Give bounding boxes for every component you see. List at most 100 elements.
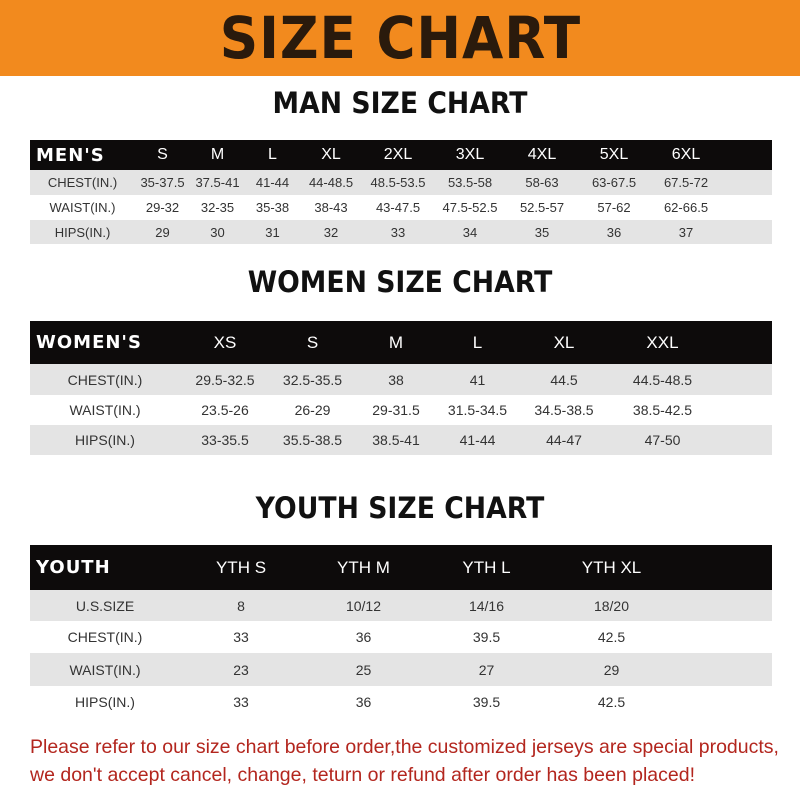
cell: 10/12: [345, 597, 382, 614]
table-row: WAIST(IN.) 23.5-26 26-29 29-31.5 31.5-34.5 34…: [30, 395, 772, 425]
cell: 47-50: [644, 432, 681, 448]
cell: 35-37.5: [140, 175, 185, 190]
cell: 29: [155, 224, 170, 240]
cell: 5XL: [599, 146, 629, 163]
cell: 31.5-34.5: [447, 402, 508, 418]
cell: 3XL: [455, 146, 485, 163]
table-row: WAIST(IN.) 29-32 32-35 35-38 38-43 43-47.5 47.…: [30, 195, 772, 220]
cell: 8: [237, 597, 245, 614]
cell: 33: [233, 693, 249, 710]
cell: 41-44: [459, 432, 496, 448]
cell: XL: [553, 332, 575, 352]
youth-size-table: YOUTH YTH S YTH M YTH L YTH XL U.S.SIZE 8 10/12…: [30, 545, 772, 717]
cell: 37.5-41: [195, 175, 240, 190]
cell: 58-63: [525, 175, 559, 190]
notice-line-1: Please refer to our size chart before or…: [30, 736, 779, 758]
table-row: WAIST(IN.) 23 25 27 29: [30, 653, 772, 686]
cell: 37: [678, 224, 694, 240]
cell: 18/20: [593, 597, 630, 614]
cell: 44.5-48.5: [632, 371, 693, 388]
cell: 35.5-38.5: [282, 432, 343, 448]
row-label: WAIST(IN.): [49, 200, 116, 215]
cell: 42.5: [597, 629, 626, 645]
cell: M: [210, 146, 225, 163]
cell: 38-43: [314, 200, 348, 215]
cell: 63-67.5: [591, 175, 637, 190]
table-row: CHEST(IN.) 29.5-32.5 32.5-35.5 38 41 44.5 44.5…: [30, 364, 772, 395]
cell: 29-31.5: [372, 402, 420, 418]
cell: XL: [321, 146, 341, 163]
cell: 14/16: [468, 597, 505, 614]
cell: 35-38: [255, 200, 290, 215]
cell: 6XL: [671, 146, 701, 163]
cell: YTH M: [337, 557, 390, 577]
cell: 26-29: [294, 402, 331, 418]
women-chart-title: WOMEN SIZE CHART: [247, 265, 553, 299]
table-row: CHEST(IN.) 35-37.5 37.5-41 41-44 44-48.5 48.5…: [30, 170, 772, 195]
cell: 32-35: [200, 200, 235, 215]
row-label: CHEST(IN.): [67, 371, 143, 388]
row-label: WAIST(IN.): [69, 402, 141, 418]
cell: 62-66.5: [663, 200, 709, 215]
cell: 32.5-35.5: [282, 371, 343, 388]
row-label: CHEST(IN.): [67, 629, 143, 645]
cell: 41: [469, 371, 486, 388]
cell: S: [306, 332, 319, 352]
men-chart-title: MAN SIZE CHART: [272, 86, 528, 120]
cell: 36: [606, 224, 622, 240]
cell: 42.5: [597, 693, 626, 710]
cell: 36: [355, 629, 372, 645]
header-row: YOUTH YTH S YTH M YTH L YTH XL: [30, 545, 772, 590]
cell: 52.5-57: [519, 200, 565, 215]
cell: 33-35.5: [201, 432, 249, 448]
cell: M: [388, 332, 404, 352]
cell: 30: [210, 224, 225, 240]
cell: 25: [355, 661, 372, 678]
cell: 41-44: [255, 175, 290, 190]
cell: YTH S: [215, 557, 267, 577]
row-label: U.S.SIZE: [75, 597, 135, 614]
cell: L: [472, 332, 483, 352]
cell: 33: [390, 224, 406, 240]
cell: 38.5-42.5: [632, 402, 693, 418]
cell: XS: [213, 332, 237, 352]
row-label: HIPS(IN.): [75, 693, 135, 710]
cell: 31: [265, 224, 280, 240]
row-label: MEN'S: [36, 144, 105, 166]
cell: 39.5: [472, 693, 501, 710]
table-row: HIPS(IN.) 33 36 39.5 42.5: [30, 686, 772, 717]
table-row: U.S.SIZE 8 10/12 14/16 18/20: [30, 590, 772, 621]
cell: 35: [534, 224, 550, 240]
cell: L: [268, 146, 277, 163]
notice-line-2: we don't accept cancel, change, teturn o…: [30, 764, 695, 786]
header-row: WOMEN'S XS S M L XL XXL: [30, 321, 772, 364]
header-row: MEN'S S M L XL 2XL 3XL 4XL 5XL 6XL: [30, 140, 772, 170]
cell: 23.5-26: [201, 402, 249, 418]
women-size-table: WOMEN'S XS S M L XL XXL CHEST(IN.) 29.5-32.5 32.5…: [30, 321, 772, 455]
cell: 4XL: [527, 146, 557, 163]
men-size-table: MEN'S S M L XL 2XL 3XL 4XL 5XL 6XL CHEST(IN.) 35-37…: [30, 140, 772, 244]
cell: YTH XL: [581, 557, 642, 577]
cell: 44-48.5: [308, 175, 354, 190]
cell: 48.5-53.5: [370, 175, 426, 190]
cell: 33: [233, 629, 249, 645]
cell: 38.5-41: [372, 432, 420, 448]
youth-chart-title: YOUTH SIZE CHART: [255, 491, 545, 525]
order-notice: Please refer to our size chart before or…: [30, 733, 790, 789]
row-label: WOMEN'S: [36, 332, 142, 353]
cell: 44-47: [546, 432, 582, 448]
cell: XXL: [646, 332, 679, 352]
cell: 39.5: [472, 629, 501, 645]
row-label: YOUTH: [36, 557, 111, 578]
cell: 47.5-52.5: [442, 200, 498, 215]
cell: 43-47.5: [375, 200, 421, 215]
cell: 34.5-38.5: [534, 402, 594, 418]
page-title: SIZE CHART: [219, 4, 581, 72]
table-row: CHEST(IN.) 33 36 39.5 42.5: [30, 621, 772, 653]
cell: 27: [478, 661, 495, 678]
cell: S: [157, 146, 168, 163]
cell: YTH L: [462, 557, 511, 577]
cell: 57-62: [597, 200, 631, 215]
table-row: HIPS(IN.) 33-35.5 35.5-38.5 38.5-41 41-44 44-…: [30, 425, 772, 455]
cell: 38: [388, 371, 404, 388]
